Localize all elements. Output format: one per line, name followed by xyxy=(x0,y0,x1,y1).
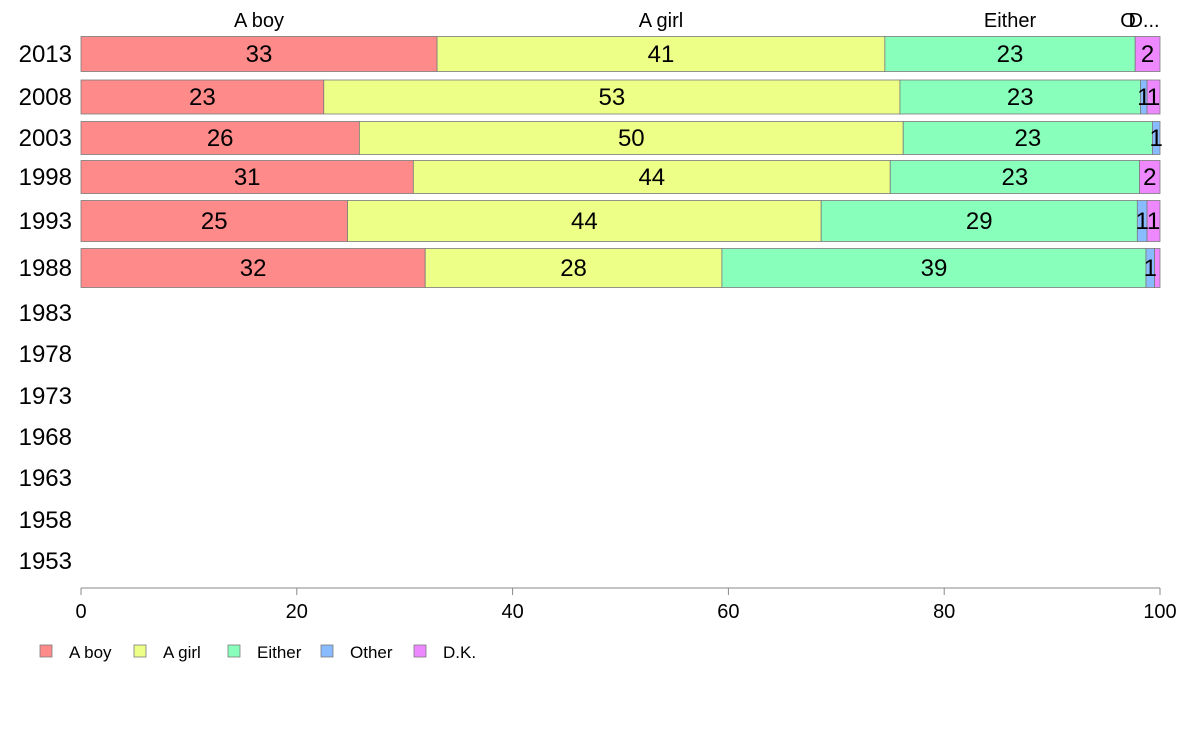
legend-label: Either xyxy=(257,643,302,662)
bar-1988-dk xyxy=(1154,248,1161,288)
x-tick-label: 40 xyxy=(501,601,523,623)
y-tick-label: 1963 xyxy=(19,465,72,492)
top-series-label: A girl xyxy=(639,10,683,32)
bar-value-label: 31 xyxy=(234,164,261,191)
bar-value-label: 23 xyxy=(1002,164,1029,191)
bar-value-label: 26 xyxy=(207,125,234,152)
bar-value-label: 39 xyxy=(921,255,948,282)
x-tick-label: 20 xyxy=(286,601,308,623)
legend-swatch xyxy=(133,644,147,658)
bar-value-label: 41 xyxy=(648,41,675,68)
y-tick-label: 2003 xyxy=(19,125,72,152)
bar-1993-dk xyxy=(1146,200,1161,242)
bar-value-label: 23 xyxy=(1014,125,1041,152)
bar-value-label: 23 xyxy=(997,41,1024,68)
bar-value-label: 1 xyxy=(1137,84,1150,111)
bar-value-label: 2 xyxy=(1141,41,1154,68)
bar-1998-either xyxy=(889,160,1140,194)
bar-value-label: 2 xyxy=(1143,164,1156,191)
bar-value-label: 25 xyxy=(201,208,228,235)
bar-2003-aboy xyxy=(80,121,360,155)
y-tick-label: 1973 xyxy=(19,383,72,410)
bar-1998-dk xyxy=(1139,160,1161,194)
bar-value-label: 23 xyxy=(1007,84,1034,111)
bar-value-label: 50 xyxy=(618,125,645,152)
bar-1993-either xyxy=(820,200,1138,242)
bar-value-label: 1 xyxy=(1147,84,1160,111)
top-series-label: A boy xyxy=(234,10,284,32)
bar-value-label: 53 xyxy=(599,84,626,111)
bar-value-label: 23 xyxy=(189,84,216,111)
y-tick-label: 1968 xyxy=(19,424,72,451)
bar-1988-aboy xyxy=(80,248,426,288)
top-series-label: D... xyxy=(1128,10,1159,32)
legend-swatch xyxy=(320,644,334,658)
legend: A boy A girl Either Other D.K. xyxy=(39,643,476,662)
bar-value-label: 28 xyxy=(560,255,587,282)
bar-value-label: 33 xyxy=(246,41,273,68)
x-tick-label: 60 xyxy=(717,601,739,623)
legend-swatch xyxy=(227,644,241,658)
bar-1993-agirl xyxy=(347,200,822,242)
legend-label: Other xyxy=(350,643,393,662)
legend-label: A boy xyxy=(69,643,112,662)
bar-value-label: 1 xyxy=(1147,208,1160,235)
top-series-label: Either xyxy=(984,10,1037,32)
y-tick-label: 1958 xyxy=(19,507,72,534)
y-tick-label: 1988 xyxy=(19,255,72,282)
bar-2003-either xyxy=(902,121,1153,155)
y-tick-label: 1983 xyxy=(19,300,72,327)
bar-value-label: 1 xyxy=(1144,255,1157,282)
legend-label: A girl xyxy=(163,643,201,662)
bar-value-label: 32 xyxy=(240,255,267,282)
bar-2008-aboy xyxy=(80,79,325,115)
bar-2008-dk xyxy=(1146,79,1161,115)
bars-layer xyxy=(80,36,1161,288)
bar-value-label: 29 xyxy=(966,208,993,235)
bar-2003-other xyxy=(1152,121,1161,155)
top-series-label: O xyxy=(1120,10,1136,32)
bar-2003-agirl xyxy=(358,121,904,155)
bar-2008-agirl xyxy=(323,79,901,115)
bar-2013-either xyxy=(884,36,1136,72)
bar-2008-either xyxy=(899,79,1141,115)
y-tick-label: 2008 xyxy=(19,84,72,111)
bar-1998-aboy xyxy=(80,160,414,194)
y-axis-labels: 2013 2008 2003 1998 1993 1988 1983 1978 1973 1968… xyxy=(19,41,72,575)
legend-swatch xyxy=(413,644,427,658)
bar-value-label: 44 xyxy=(571,208,598,235)
y-tick-label: 1993 xyxy=(19,208,72,235)
bar-value-label: 1 xyxy=(1136,208,1149,235)
bar-1998-agirl xyxy=(412,160,891,194)
bar-value-label: 44 xyxy=(638,164,665,191)
y-tick-label: 1978 xyxy=(19,341,72,368)
x-tick-label: 0 xyxy=(75,601,86,623)
legend-swatch xyxy=(39,644,53,658)
bar-2013-aboy xyxy=(80,36,438,72)
x-tick-label: 100 xyxy=(1143,601,1176,623)
bar-value-label: 1 xyxy=(1150,125,1163,152)
bar-1993-aboy xyxy=(80,200,348,242)
top-labels-layer: A boy A girl Either OD... xyxy=(234,10,1160,32)
y-tick-label: 1998 xyxy=(19,164,72,191)
bar-2013-dk xyxy=(1134,36,1161,72)
bar-1988-either xyxy=(721,248,1147,288)
x-tick-label: 80 xyxy=(933,601,955,623)
x-axis: 0 20 40 60 80 100 xyxy=(75,587,1177,623)
bar-2013-agirl xyxy=(436,36,886,72)
y-tick-label: 2013 xyxy=(19,41,72,68)
bar-1988-agirl xyxy=(424,248,723,288)
y-tick-label: 1953 xyxy=(19,548,72,575)
legend-label: D.K. xyxy=(443,643,476,662)
